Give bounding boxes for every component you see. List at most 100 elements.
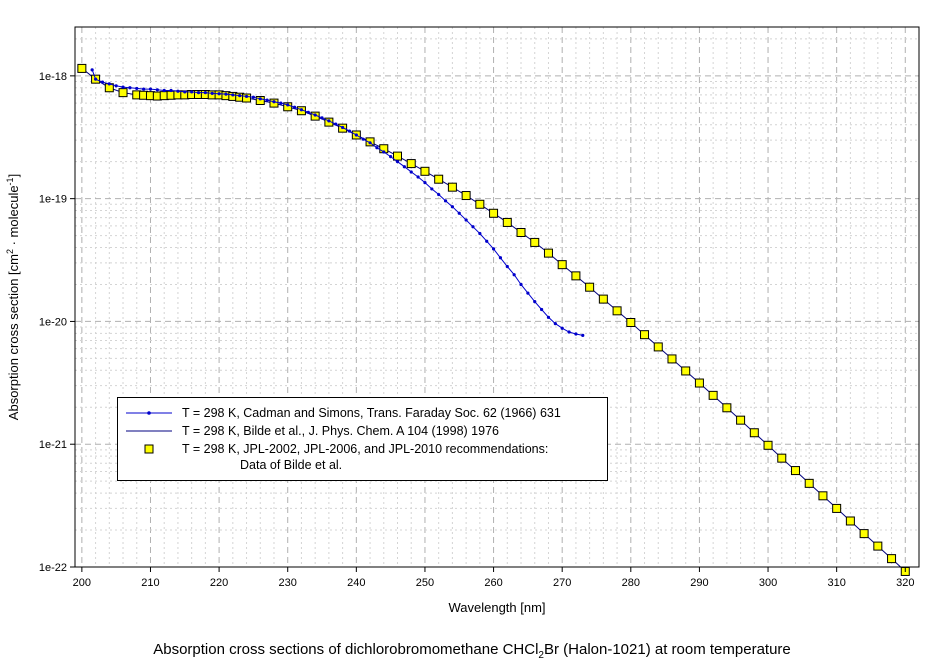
data-point-cadman — [478, 231, 482, 236]
data-point-cadman — [512, 273, 516, 277]
y-tick-label: 1e-18 — [39, 71, 67, 83]
data-point-jpl — [832, 503, 842, 513]
data-point-cadman — [347, 129, 352, 133]
data-point-cadman — [306, 110, 310, 114]
data-point-cadman — [457, 211, 461, 215]
data-point-cadman — [128, 86, 132, 90]
data-point-cadman — [231, 93, 235, 97]
legend-label-jpl-line2: Data of Bilde et al. — [240, 458, 343, 472]
data-point-cadman — [553, 322, 557, 326]
y-tick-label: 1e-22 — [39, 562, 67, 574]
data-point-cadman — [90, 68, 94, 72]
data-point-jpl — [434, 174, 444, 184]
x-tick-label: 280 — [622, 577, 640, 589]
x-tick-label: 310 — [827, 577, 845, 589]
legend-symbol-bilde — [126, 430, 172, 432]
data-point-cadman — [361, 137, 365, 141]
data-point-cadman — [142, 87, 146, 91]
data-point-cadman — [244, 94, 249, 99]
data-point-jpl — [777, 453, 787, 463]
data-point-jpl — [502, 217, 512, 227]
data-point-jpl — [489, 208, 499, 218]
data-point-jpl — [626, 318, 636, 328]
data-point-cadman — [526, 291, 530, 295]
y-axis-title: Absorption cross section [cm2 · molecule… — [5, 174, 21, 420]
data-point-cadman — [258, 97, 262, 101]
y-tick-label: 1e-20 — [39, 316, 67, 328]
x-tick-label: 300 — [759, 577, 777, 589]
data-point-cadman — [292, 105, 297, 109]
data-point-cadman — [567, 330, 571, 334]
data-point-cadman — [334, 122, 338, 126]
data-point-cadman — [155, 88, 159, 92]
data-point-cadman — [491, 247, 496, 251]
data-point-cadman — [498, 256, 503, 260]
x-tick-label: 290 — [690, 577, 708, 589]
figure-caption: Absorption cross sections of dichlorobro… — [153, 641, 791, 661]
data-point-cadman — [430, 187, 434, 191]
data-point-cadman — [368, 141, 372, 145]
data-point-jpl — [118, 88, 128, 98]
data-point-cadman — [176, 89, 180, 93]
data-point-cadman — [395, 160, 400, 164]
data-point-jpl — [530, 237, 540, 247]
data-point-cadman — [416, 175, 420, 179]
data-point-jpl — [475, 199, 485, 209]
data-point-cadman — [546, 315, 551, 319]
data-point-jpl — [873, 541, 883, 551]
data-point-jpl — [516, 228, 526, 238]
data-point-cadman — [224, 92, 228, 96]
data-point-jpl — [818, 491, 828, 501]
data-point-jpl — [708, 390, 718, 400]
data-point-cadman — [375, 146, 379, 150]
data-point-cadman — [217, 92, 221, 96]
data-point-jpl — [804, 478, 814, 488]
data-point-cadman — [210, 91, 214, 95]
data-point-cadman — [162, 88, 166, 93]
data-point-cadman — [286, 103, 290, 107]
data-point-jpl — [255, 95, 265, 105]
data-point-cadman — [135, 86, 139, 91]
data-point-cadman — [251, 95, 256, 99]
data-point-cadman — [409, 170, 413, 174]
data-point-jpl — [571, 271, 581, 281]
data-point-cadman — [574, 332, 578, 336]
data-point-cadman — [272, 100, 276, 104]
legend-label-jpl: T = 298 K, JPL-2002, JPL-2006, and JPL-2… — [182, 442, 549, 456]
data-point-cadman — [93, 77, 98, 81]
data-point-cadman — [402, 165, 406, 169]
legend-label-bilde: T = 298 K, Bilde et al., J. Phys. Chem. … — [182, 424, 499, 438]
legend: T = 298 K, Cadman and Simons, Trans. Far… — [117, 397, 608, 481]
y-tick-label: 1e-21 — [39, 439, 67, 451]
data-point-jpl — [763, 440, 773, 450]
data-point-jpl — [790, 466, 800, 476]
data-point-jpl — [420, 166, 430, 176]
x-tick-label: 320 — [896, 577, 914, 589]
x-tick-label: 240 — [347, 577, 365, 589]
data-point-cadman — [313, 113, 317, 117]
data-point-cadman — [299, 108, 304, 112]
data-point-cadman — [437, 192, 441, 197]
legend-symbol-cadman — [126, 411, 172, 415]
data-point-jpl — [393, 151, 403, 161]
data-point-jpl — [598, 294, 608, 304]
data-point-cadman — [540, 307, 544, 312]
data-point-cadman — [581, 333, 585, 337]
data-point-cadman — [148, 87, 153, 91]
data-point-cadman — [100, 80, 105, 84]
data-point-cadman — [471, 225, 475, 229]
data-point-cadman — [196, 91, 201, 95]
x-axis-title: Wavelength [nm] — [448, 600, 545, 615]
data-point-jpl — [585, 282, 595, 292]
axis-ticks: 200 210 220 230 240 250 260 270 280 290 300 310 320 1… — [39, 71, 915, 589]
data-point-cadman — [389, 155, 393, 159]
data-point-cadman — [533, 300, 537, 304]
data-point-jpl — [736, 415, 746, 425]
data-point-jpl — [543, 248, 553, 258]
data-point-cadman — [327, 119, 331, 123]
legend-item-cadman: T = 298 K, Cadman and Simons, Trans. Far… — [118, 404, 607, 422]
x-tick-label: 270 — [553, 577, 571, 589]
data-point-cadman — [341, 125, 345, 130]
data-point-cadman — [114, 84, 118, 88]
data-point-cadman — [505, 264, 509, 269]
